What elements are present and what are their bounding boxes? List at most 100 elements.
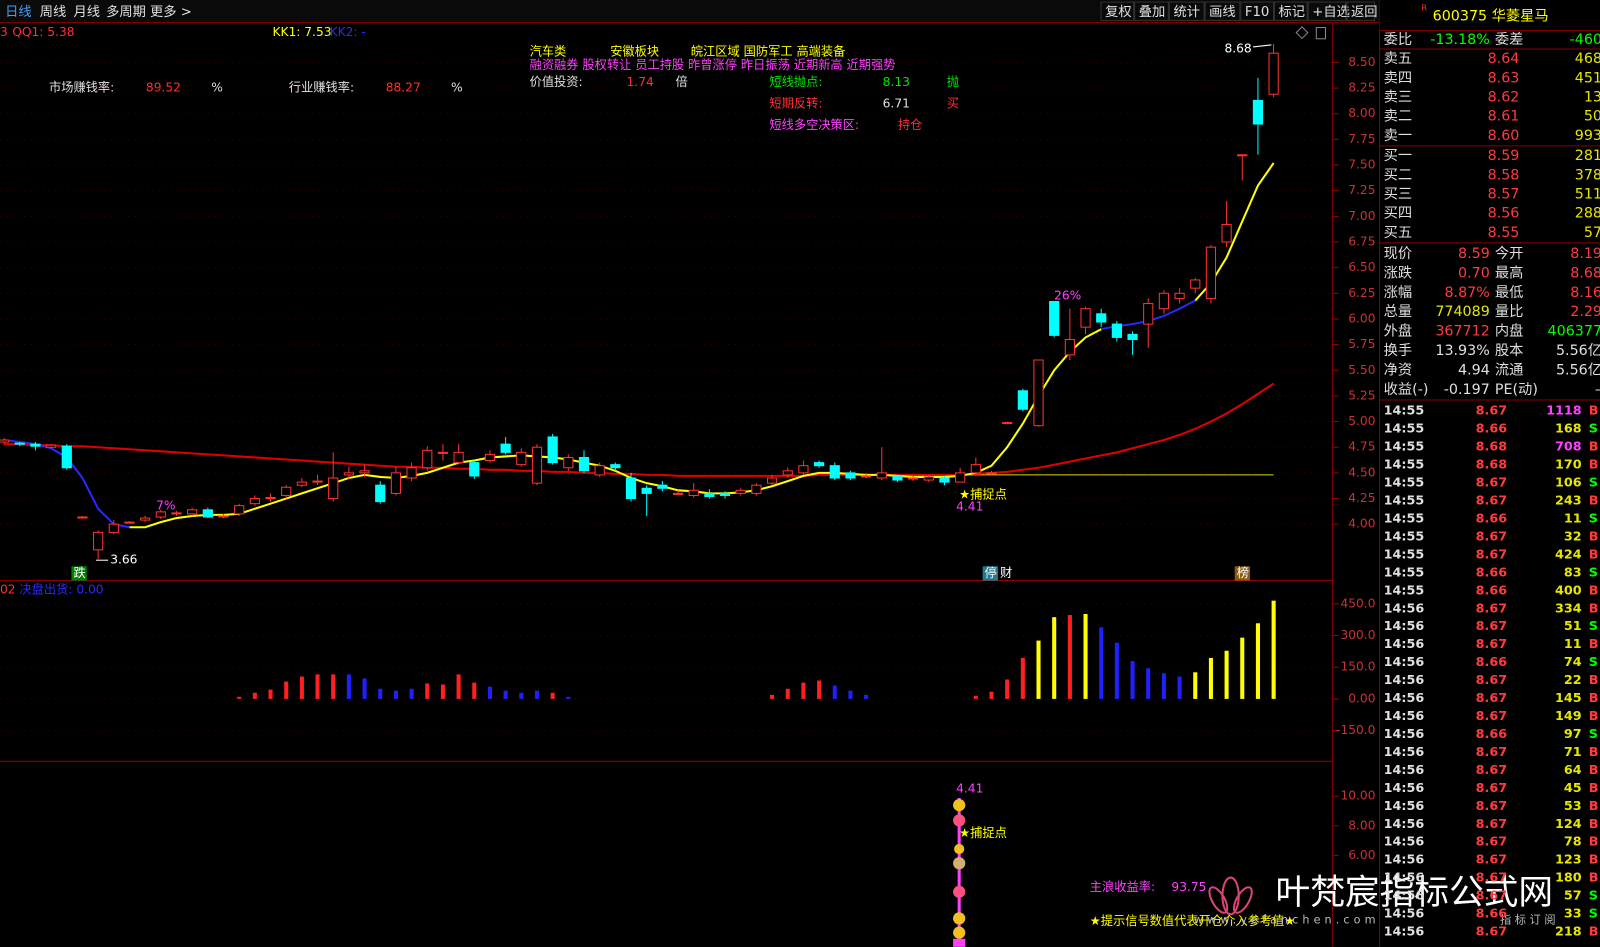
bar [1193, 672, 1198, 699]
y-tick-label: -150.0 [1336, 723, 1375, 737]
toolbar-button[interactable] [1307, 1, 1347, 21]
tick-price: 8.68 [1476, 440, 1508, 455]
tick-volume: 57 [1564, 889, 1582, 904]
bar [440, 684, 445, 699]
window-icon[interactable] [1315, 27, 1327, 40]
candle-body [265, 496, 276, 500]
tick-volume: 424 [1555, 547, 1582, 562]
toolbar-button-label[interactable]: 叠加 [1139, 4, 1166, 20]
toolbar-button-label[interactable]: 标记 [1279, 4, 1306, 20]
tick-side: B [1589, 529, 1599, 544]
toolbar-tab[interactable]: 日线 [5, 4, 32, 20]
toolbar-button[interactable] [1240, 1, 1274, 21]
tick-side: B [1589, 691, 1599, 706]
toolbar-button[interactable] [1273, 1, 1308, 21]
book-volume: 451 [1575, 70, 1600, 86]
bar [456, 674, 461, 699]
toolbar-button[interactable] [1100, 1, 1135, 21]
book-label: 卖二 [1384, 108, 1413, 125]
tick-price: 8.66 [1476, 422, 1508, 437]
bar [864, 694, 869, 699]
tick-side: B [1589, 835, 1599, 850]
y-tick-label: 4.25 [1348, 491, 1375, 505]
toolbar-button[interactable] [1346, 1, 1375, 21]
candle-body [641, 487, 652, 494]
tick-volume: 334 [1555, 601, 1582, 616]
quote-header-bg [1379, 0, 1600, 31]
y-tick-label: 5.00 [1348, 414, 1375, 428]
info-text: 买 [947, 97, 959, 111]
annotation: ★提示信号数值代表开仓介入参考值★ [1090, 913, 1295, 928]
toolbar-button-label[interactable]: 返回 [1351, 4, 1378, 20]
tick-side: S [1589, 655, 1598, 670]
candle-body [1158, 292, 1170, 310]
toolbar-tab[interactable]: 多周期 [106, 3, 146, 20]
annotation: 4.41 [956, 781, 983, 795]
tick-side: B [1589, 709, 1599, 724]
annotation: 26% [1054, 288, 1081, 302]
candle-body [547, 436, 558, 464]
quote-value: -13.18% [1430, 32, 1490, 48]
toolbar-button-label[interactable]: 画线 [1209, 4, 1236, 20]
toolbar-tab[interactable]: 周线 [40, 4, 67, 20]
candle-body [1111, 323, 1122, 338]
toolbar-button-label[interactable]: 复权 [1105, 3, 1132, 20]
arrow [1252, 44, 1272, 48]
tick-side: B [1589, 853, 1599, 868]
info-text: % [451, 80, 463, 94]
tick-volume: 11 [1564, 511, 1582, 526]
info-text: 88.27 [386, 80, 421, 94]
tick-volume: 180 [1555, 871, 1582, 886]
candle-body [1205, 246, 1217, 299]
candle-body [312, 480, 323, 483]
candle-body [1064, 338, 1075, 356]
window-icon[interactable] [1295, 26, 1309, 40]
y-tick-label: 5.25 [1348, 388, 1375, 402]
tick-volume: 53 [1564, 799, 1582, 814]
indicator-label: QQ1: 5.38 [12, 25, 74, 39]
tick-volume: 243 [1555, 494, 1582, 509]
book-volume: 50 [1584, 109, 1600, 125]
bar [1036, 640, 1041, 699]
tick-price: 8.67 [1476, 799, 1507, 814]
bar [409, 688, 414, 699]
candle-body [1237, 154, 1248, 157]
toolbar-button-label[interactable]: F10 [1245, 5, 1269, 20]
quote-value: 4.94 [1458, 362, 1490, 378]
quote-label: 净资 [1384, 361, 1413, 378]
quote-value: 8.19 [1570, 246, 1600, 262]
toolbar-button[interactable] [1134, 1, 1169, 21]
toolbar-tab[interactable]: 月线 [73, 4, 100, 20]
tick-volume: 1118 [1546, 404, 1582, 419]
bar [817, 680, 822, 699]
tick-price: 8.67 [1476, 637, 1507, 652]
toolbar-tab[interactable]: 更多 > [150, 3, 192, 20]
candle-body [343, 472, 354, 476]
quote-value: -0.197 [1444, 382, 1490, 398]
bar [534, 690, 540, 699]
bar [770, 694, 775, 699]
book-price: 8.58 [1488, 167, 1520, 183]
quote-label: 量比 [1495, 303, 1524, 320]
tick-side: B [1589, 601, 1599, 616]
tick-price: 8.67 [1476, 817, 1507, 832]
tick-side: B [1589, 745, 1599, 760]
tick-time: 14:55 [1384, 529, 1425, 544]
bar [973, 695, 978, 699]
quote-label: 最低 [1495, 284, 1524, 301]
toolbar-button-label[interactable]: +自选 [1312, 4, 1350, 20]
candle-body [955, 472, 966, 483]
info-text: 89.52 [146, 80, 181, 94]
tick-price: 8.67 [1476, 404, 1507, 419]
tick-time: 14:55 [1384, 494, 1425, 509]
tick-side: S [1589, 619, 1598, 634]
candle-body [77, 516, 88, 519]
toolbar-button-label[interactable]: 统计 [1173, 4, 1200, 20]
info-text: 短线多空决策区: [769, 117, 859, 132]
toolbar-button[interactable] [1204, 1, 1241, 21]
tick-time: 14:56 [1384, 673, 1425, 688]
info-text: 融资融券 股权转让 员工持股 昨曾涨停 昨日振荡 近期新高 近期强势 [530, 57, 896, 72]
toolbar-button[interactable] [1168, 1, 1205, 21]
candle-body [939, 477, 950, 483]
y-tick-label: 150.0 [1340, 660, 1375, 674]
